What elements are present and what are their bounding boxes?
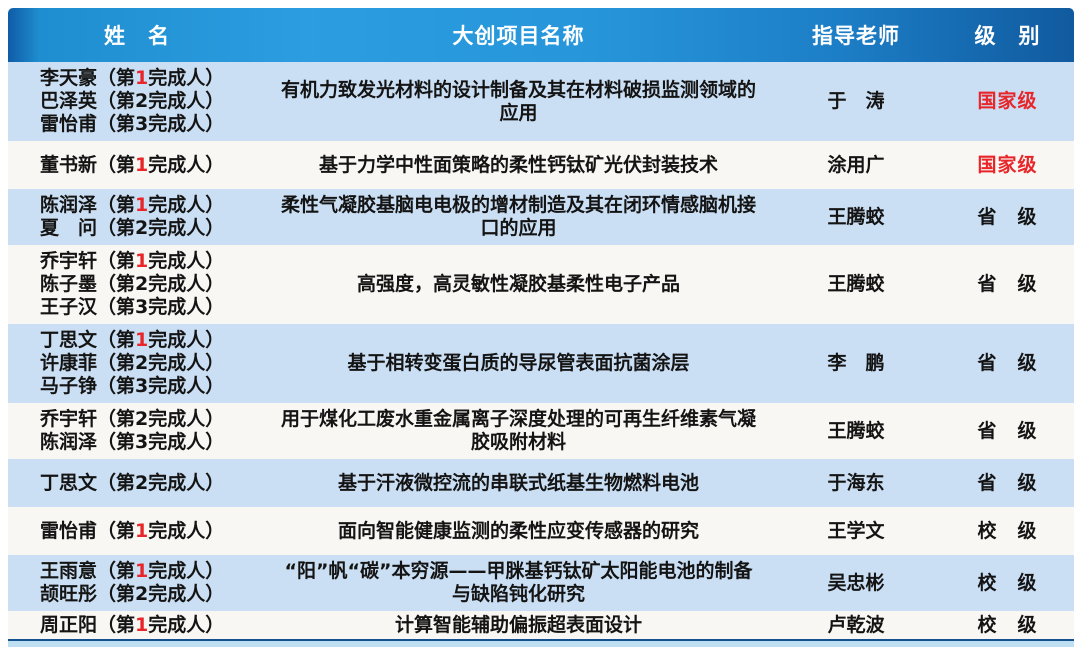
member-seq-number: 2 xyxy=(135,273,149,295)
table-row: 王雨意（第1完成人） 颉旺彤（第2完成人） “阳”帆“碳”本穷源——甲脒基钙钛矿太阳… xyxy=(8,555,1074,611)
column-header-level: 级 别 xyxy=(974,24,1041,48)
members-cell: 乔宇轩（第1完成人） 陈子墨（第2完成人） 王子汉（第3完成人） xyxy=(8,250,266,319)
project-title: 基于力学中性面策略的柔性钙钛矿光伏封装技术 xyxy=(318,153,718,176)
members-cell: 周正阳（第1完成人） xyxy=(8,614,266,637)
project-title: 用于煤化工废水重金属离子深度处理的可再生纤维素气凝胶吸附材料 xyxy=(280,408,756,453)
members-cell: 王雨意（第1完成人） 颉旺彤（第2完成人） xyxy=(8,560,266,606)
award-level: 国家级 xyxy=(977,90,1038,112)
member-seq-number: 2 xyxy=(135,583,149,605)
member-seq-number: 1 xyxy=(135,329,149,351)
members-cell: 董书新（第1完成人） xyxy=(8,154,266,177)
advisor-name: 王腾蛟 xyxy=(827,419,885,442)
advisor-name: 于海东 xyxy=(827,471,885,494)
award-level: 校 级 xyxy=(977,613,1038,636)
table-row: 乔宇轩（第1完成人） 陈子墨（第2完成人） 王子汉（第3完成人） 高强度，高灵敏性凝胶… xyxy=(8,245,1074,324)
award-level: 省 级 xyxy=(977,471,1038,494)
advisor-name: 王学文 xyxy=(827,519,885,542)
member-name: 乔宇轩（第2完成人） xyxy=(40,408,225,430)
advisor-name: 王腾蛟 xyxy=(827,205,885,228)
member-seq-number: 3 xyxy=(135,375,149,397)
member-seq-number: 1 xyxy=(135,153,149,176)
member-name: 乔宇轩（第1完成人） xyxy=(40,250,225,272)
table-row: 李天豪（第1完成人） 巴泽英（第2完成人） 雷怡甫（第3完成人） 有机力致发光材料的设… xyxy=(8,62,1074,141)
member-name: 王子汉（第3完成人） xyxy=(40,296,225,318)
column-header-advisor: 指导老师 xyxy=(812,24,900,48)
bottom-accent-line xyxy=(8,639,1074,647)
award-level: 省 级 xyxy=(977,419,1038,442)
member-name: 董书新（第1完成人） xyxy=(40,153,225,176)
member-seq-number: 3 xyxy=(135,296,149,318)
advisor-name: 吴忠彬 xyxy=(827,571,885,594)
table-body: 李天豪（第1完成人） 巴泽英（第2完成人） 雷怡甫（第3完成人） 有机力致发光材料的设… xyxy=(8,62,1074,639)
members-cell: 李天豪（第1完成人） 巴泽英（第2完成人） 雷怡甫（第3完成人） xyxy=(8,67,266,136)
member-name: 丁思文（第1完成人） xyxy=(40,329,225,351)
award-level: 校 级 xyxy=(977,519,1038,542)
member-seq-number: 1 xyxy=(135,194,149,216)
member-seq-number: 2 xyxy=(135,471,149,494)
member-name: 颉旺彤（第2完成人） xyxy=(40,583,225,605)
project-title: 计算智能辅助偏振超表面设计 xyxy=(394,613,642,636)
table-row: 丁思文（第2完成人） 基于汗液微控流的串联式纸基生物燃料电池 于海东 省 级 xyxy=(8,459,1074,507)
member-name: 许康菲（第2完成人） xyxy=(40,352,225,374)
member-name: 陈润泽（第3完成人） xyxy=(40,431,225,453)
members-cell: 丁思文（第1完成人） 许康菲（第2完成人） 马子铮（第3完成人） xyxy=(8,329,266,398)
members-cell: 乔宇轩（第2完成人） 陈润泽（第3完成人） xyxy=(8,408,266,454)
project-title: 基于汗液微控流的串联式纸基生物燃料电池 xyxy=(337,471,699,494)
member-seq-number: 2 xyxy=(135,217,149,239)
member-name: 李天豪（第1完成人） xyxy=(40,67,225,89)
award-level: 省 级 xyxy=(977,205,1038,228)
member-name: 雷怡甫（第3完成人） xyxy=(40,113,225,135)
member-name: 陈润泽（第1完成人） xyxy=(40,194,225,216)
member-seq-number: 2 xyxy=(135,408,149,430)
project-title: 基于相转变蛋白质的导尿管表面抗菌涂层 xyxy=(347,352,690,374)
table-row: 雷怡甫（第1完成人） 面向智能健康监测的柔性应变传感器的研究 王学文 校 级 xyxy=(8,507,1074,555)
table-header: 姓 名 大创项目名称 指导老师 级 别 xyxy=(8,8,1074,62)
advisor-name: 王腾蛟 xyxy=(827,273,885,295)
member-seq-number: 3 xyxy=(135,113,149,135)
award-level: 省 级 xyxy=(977,273,1038,295)
table-row: 董书新（第1完成人） 基于力学中性面策略的柔性钙钛矿光伏封装技术 涂用广 国家级 xyxy=(8,141,1074,189)
member-name: 周正阳（第1完成人） xyxy=(40,613,225,636)
award-table: 姓 名 大创项目名称 指导老师 级 别 李天豪（第1完成人） 巴泽英（第2完成人）… xyxy=(8,8,1074,647)
column-header-name: 姓 名 xyxy=(104,24,170,48)
award-level: 校 级 xyxy=(977,571,1038,594)
member-name: 王雨意（第1完成人） xyxy=(40,560,225,582)
member-seq-number: 1 xyxy=(135,613,149,636)
table-row: 丁思文（第1完成人） 许康菲（第2完成人） 马子铮（第3完成人） 基于相转变蛋白质的导… xyxy=(8,324,1074,403)
advisor-name: 于 涛 xyxy=(827,90,885,112)
table-row: 陈润泽（第1完成人）夏 问（第2完成人） 柔性气凝胶基脑电电极的增材制造及其在闭环… xyxy=(8,189,1074,245)
award-level: 国家级 xyxy=(977,153,1038,176)
members-cell: 丁思文（第2完成人） xyxy=(8,472,266,495)
member-seq-number: 1 xyxy=(135,560,149,582)
member-seq-number: 1 xyxy=(135,250,149,272)
member-seq-number: 1 xyxy=(135,519,149,542)
members-cell: 陈润泽（第1完成人）夏 问（第2完成人） xyxy=(8,194,266,240)
member-name: 雷怡甫（第1完成人） xyxy=(40,519,225,542)
member-name: 马子铮（第3完成人） xyxy=(40,375,225,397)
award-level: 省 级 xyxy=(977,352,1038,374)
advisor-name: 李 鹏 xyxy=(827,352,885,374)
award-table-page: 姓 名 大创项目名称 指导老师 级 别 李天豪（第1完成人） 巴泽英（第2完成人）… xyxy=(8,8,1074,647)
project-title: “阳”帆“碳”本穷源——甲脒基钙钛矿太阳能电池的制备与缺陷钝化研究 xyxy=(284,560,753,605)
member-seq-number: 2 xyxy=(135,90,149,112)
member-name: 陈子墨（第2完成人） xyxy=(40,273,225,295)
advisor-name: 涂用广 xyxy=(827,153,885,176)
member-seq-number: 2 xyxy=(135,352,149,374)
table-row: 乔宇轩（第2完成人） 陈润泽（第3完成人） 用于煤化工废水重金属离子深度处理的可再生… xyxy=(8,403,1074,459)
member-name: 巴泽英（第2完成人） xyxy=(40,90,225,112)
member-name: 丁思文（第2完成人） xyxy=(40,471,225,494)
project-title: 高强度，高灵敏性凝胶基柔性电子产品 xyxy=(356,273,680,295)
member-seq-number: 3 xyxy=(135,431,149,453)
member-seq-number: 1 xyxy=(135,67,149,89)
column-header-project: 大创项目名称 xyxy=(452,24,585,48)
advisor-name: 卢乾波 xyxy=(827,613,885,636)
members-cell: 雷怡甫（第1完成人） xyxy=(8,520,266,543)
table-row: 周正阳（第1完成人） 计算智能辅助偏振超表面设计 卢乾波 校 级 xyxy=(8,611,1074,639)
project-title: 有机力致发光材料的设计制备及其在材料破损监测领域的应用 xyxy=(280,78,756,124)
project-title: 柔性气凝胶基脑电电极的增材制造及其在闭环情感脑机接口的应用 xyxy=(280,194,756,239)
project-title: 面向智能健康监测的柔性应变传感器的研究 xyxy=(337,519,699,542)
member-name: 夏 问（第2完成人） xyxy=(40,217,225,239)
